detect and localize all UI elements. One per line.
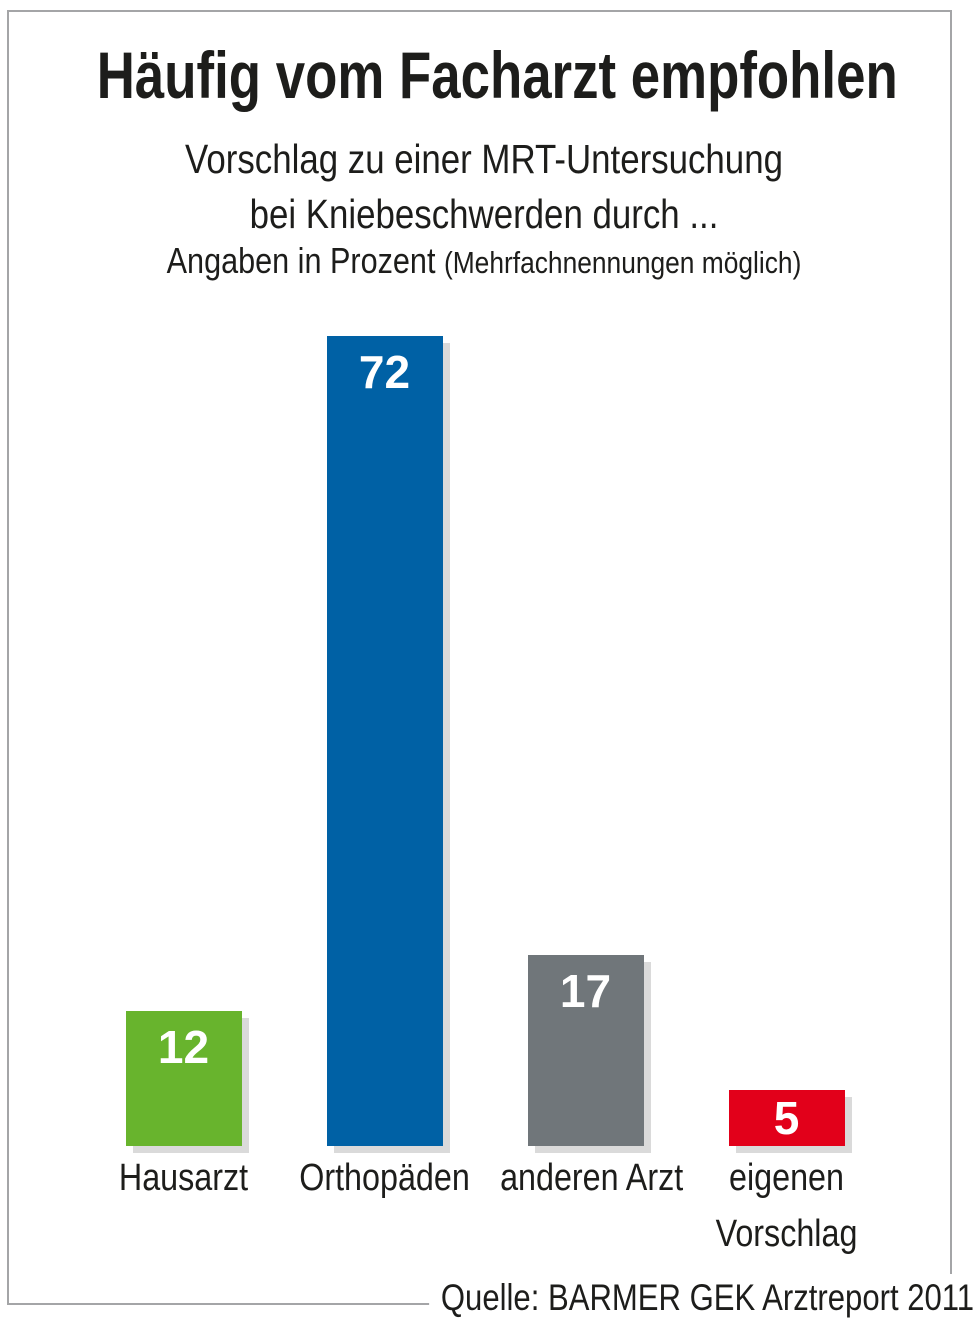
chart-subtitle-line1: Vorschlag zu einer MRT-Untersuchung: [185, 136, 783, 182]
bar: 72: [326, 336, 443, 1146]
category-label: eigenen Vorschlag: [715, 1157, 858, 1255]
chart-note: Angaben in Prozent (Mehrfachnennungen mö…: [73, 240, 896, 284]
bar-value-label: 17: [559, 965, 612, 1017]
bar: 12: [125, 1011, 242, 1146]
category-label: Orthopäden: [299, 1157, 470, 1199]
chart-subtitle-line2: bei Kniebeschwerden durch ...: [249, 191, 719, 237]
bar-value-label: 5: [773, 1092, 800, 1144]
bar-group: 5: [686, 336, 887, 1146]
bar-group: 12: [83, 336, 284, 1146]
chart-subtitle: Vorschlag zu einer MRT-Untersuchung bei …: [73, 132, 896, 242]
chart-note-parenthetical: (Mehrfachnennungen möglich): [443, 245, 802, 280]
category-label: anderen Arzt: [500, 1157, 684, 1199]
bar: 17: [527, 955, 644, 1146]
bar-value-label: 72: [358, 346, 411, 398]
bar-chart-plot-area: 12 72 17 5: [83, 336, 887, 1146]
bar-group: 17: [485, 336, 686, 1146]
chart-title: Häufig vom Facharzt empfohlen: [96, 38, 898, 112]
bar: 5: [728, 1090, 845, 1146]
bar-group: 72: [284, 336, 485, 1146]
category-label: Hausarzt: [118, 1157, 249, 1199]
category-axis-labels: Hausarzt Orthopäden anderen Arzt eigenen Vor…: [83, 1150, 887, 1262]
bar-value-label: 12: [157, 1021, 210, 1073]
source-credit: Quelle: BARMER GEK Arztreport 2011: [429, 1274, 976, 1319]
chart-note-main: Angaben in Prozent: [166, 240, 436, 281]
